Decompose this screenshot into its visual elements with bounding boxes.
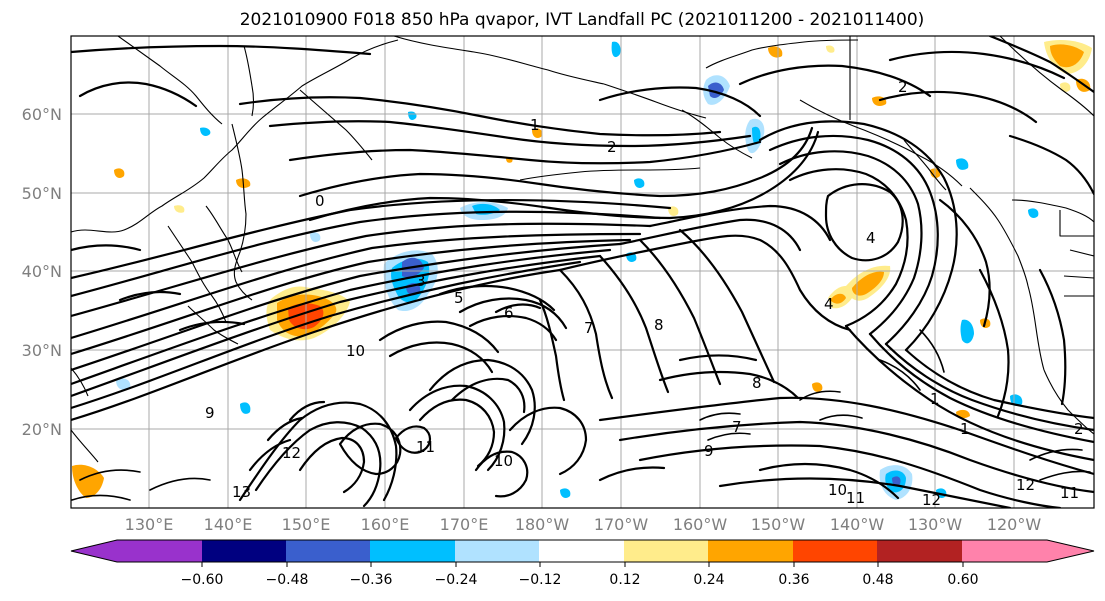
lat-label: 20°N [22,420,62,439]
colorbar-ticks [201,562,964,567]
negative-anomaly-scatter [116,111,1039,500]
contour-label: 13 [232,483,251,501]
colorbar-segment [286,540,371,562]
map-frame [70,35,1095,509]
contour-labels: 1 2 0 4 3 5 6 7 8 9 10 11 12 13 1 2 4 10… [205,78,1084,509]
contour-label: 12 [282,444,301,462]
colorbar-tick-label: 0.48 [862,572,893,588]
lon-label: 150°E [282,515,331,534]
contour-label: 1 [960,420,970,438]
contour-label: 10 [346,342,365,360]
map-title: 2021010900 F018 850 hPa qvapor, IVT Land… [240,10,925,30]
contour-label: 11 [846,489,865,507]
map-panel: 1 2 0 4 3 5 6 7 8 9 10 11 12 13 1 2 4 10… [70,35,1095,509]
colorbar-segment [624,540,709,562]
contour-label: 4 [824,295,834,313]
lon-label: 120°W [987,515,1042,534]
colorbar: −0.60 −0.48 −0.36 −0.24 −0.12 0.12 0.24 … [70,539,1095,588]
lon-label: 130°E [125,515,174,534]
colorbar-extend-max [1047,540,1094,562]
colorbar-segment [708,540,794,562]
colorbar-segment [117,540,203,562]
contour-label: 0 [315,192,325,210]
colorbar-tick-label: −0.24 [435,572,478,588]
colorbar-extend-min [71,540,118,562]
contour-label: 2 [898,78,908,96]
contour-label: 8 [752,374,762,392]
graticule [71,36,1094,508]
contour-label: 4 [866,229,876,247]
contour-label: 2 [1074,420,1084,438]
colorbar-tick-label: −0.36 [350,572,393,588]
contour-label: 6 [504,304,514,322]
colorbar-tick-label: 0.24 [693,572,724,588]
contour-label: 7 [732,418,742,436]
contour-label: 11 [416,438,435,456]
lon-label: 160°E [361,515,410,534]
contour-label: 9 [704,442,714,460]
longitude-labels: 130°E 140°E 150°E 160°E 170°E 180°W 170°… [125,515,1042,534]
lon-label: 170°W [594,515,649,534]
colorbar-segment [455,540,540,562]
contour-label: 12 [922,491,941,509]
contour-label: 3 [416,272,426,290]
contour-label: 1 [530,116,540,134]
contour-label: 8 [654,316,664,334]
colorbar-segment [539,540,625,562]
lon-label: 160°W [673,515,728,534]
ivt-contours [71,36,1094,508]
latitude-labels: 60°N 50°N 40°N 30°N 20°N [22,105,62,439]
lat-label: 60°N [22,105,62,124]
colorbar-segment [202,540,287,562]
lat-label: 50°N [22,184,62,203]
contour-label: 10 [828,481,847,499]
colorbar-tick-label: −0.60 [181,572,224,588]
colorbar-segment [962,540,1048,562]
contour-label: 10 [494,452,513,470]
contour-label: 7 [584,319,594,337]
colorbar-outline [70,539,1095,563]
lon-label: 170°E [440,515,489,534]
colorbar-tick-label: −0.12 [519,572,562,588]
colorbar-segment [877,540,963,562]
colorbar-segment [370,540,456,562]
colorbar-tick-labels: −0.60 −0.48 −0.36 −0.24 −0.12 0.12 0.24 … [181,572,979,588]
lon-label: 140°E [204,515,253,534]
colorbar-tick-label: 0.12 [609,572,640,588]
lon-label: 180°W [515,515,570,534]
colorbar-tick-label: 0.36 [778,572,809,588]
contour-label: 1 [930,390,940,408]
contour-label: 2 [607,138,617,156]
colorbar-tick-label: −0.48 [266,572,309,588]
lon-label: 130°W [908,515,963,534]
contour-label: 11 [1060,484,1079,502]
lon-label: 150°W [751,515,806,534]
colorbar-segment [793,540,878,562]
lon-label: 140°W [830,515,885,534]
lat-label: 30°N [22,341,62,360]
contour-label: 5 [454,289,464,307]
colorbar-tick-label: 0.60 [947,572,978,588]
lat-label: 40°N [22,262,62,281]
contour-label: 9 [205,404,215,422]
contour-label: 12 [1016,476,1035,494]
